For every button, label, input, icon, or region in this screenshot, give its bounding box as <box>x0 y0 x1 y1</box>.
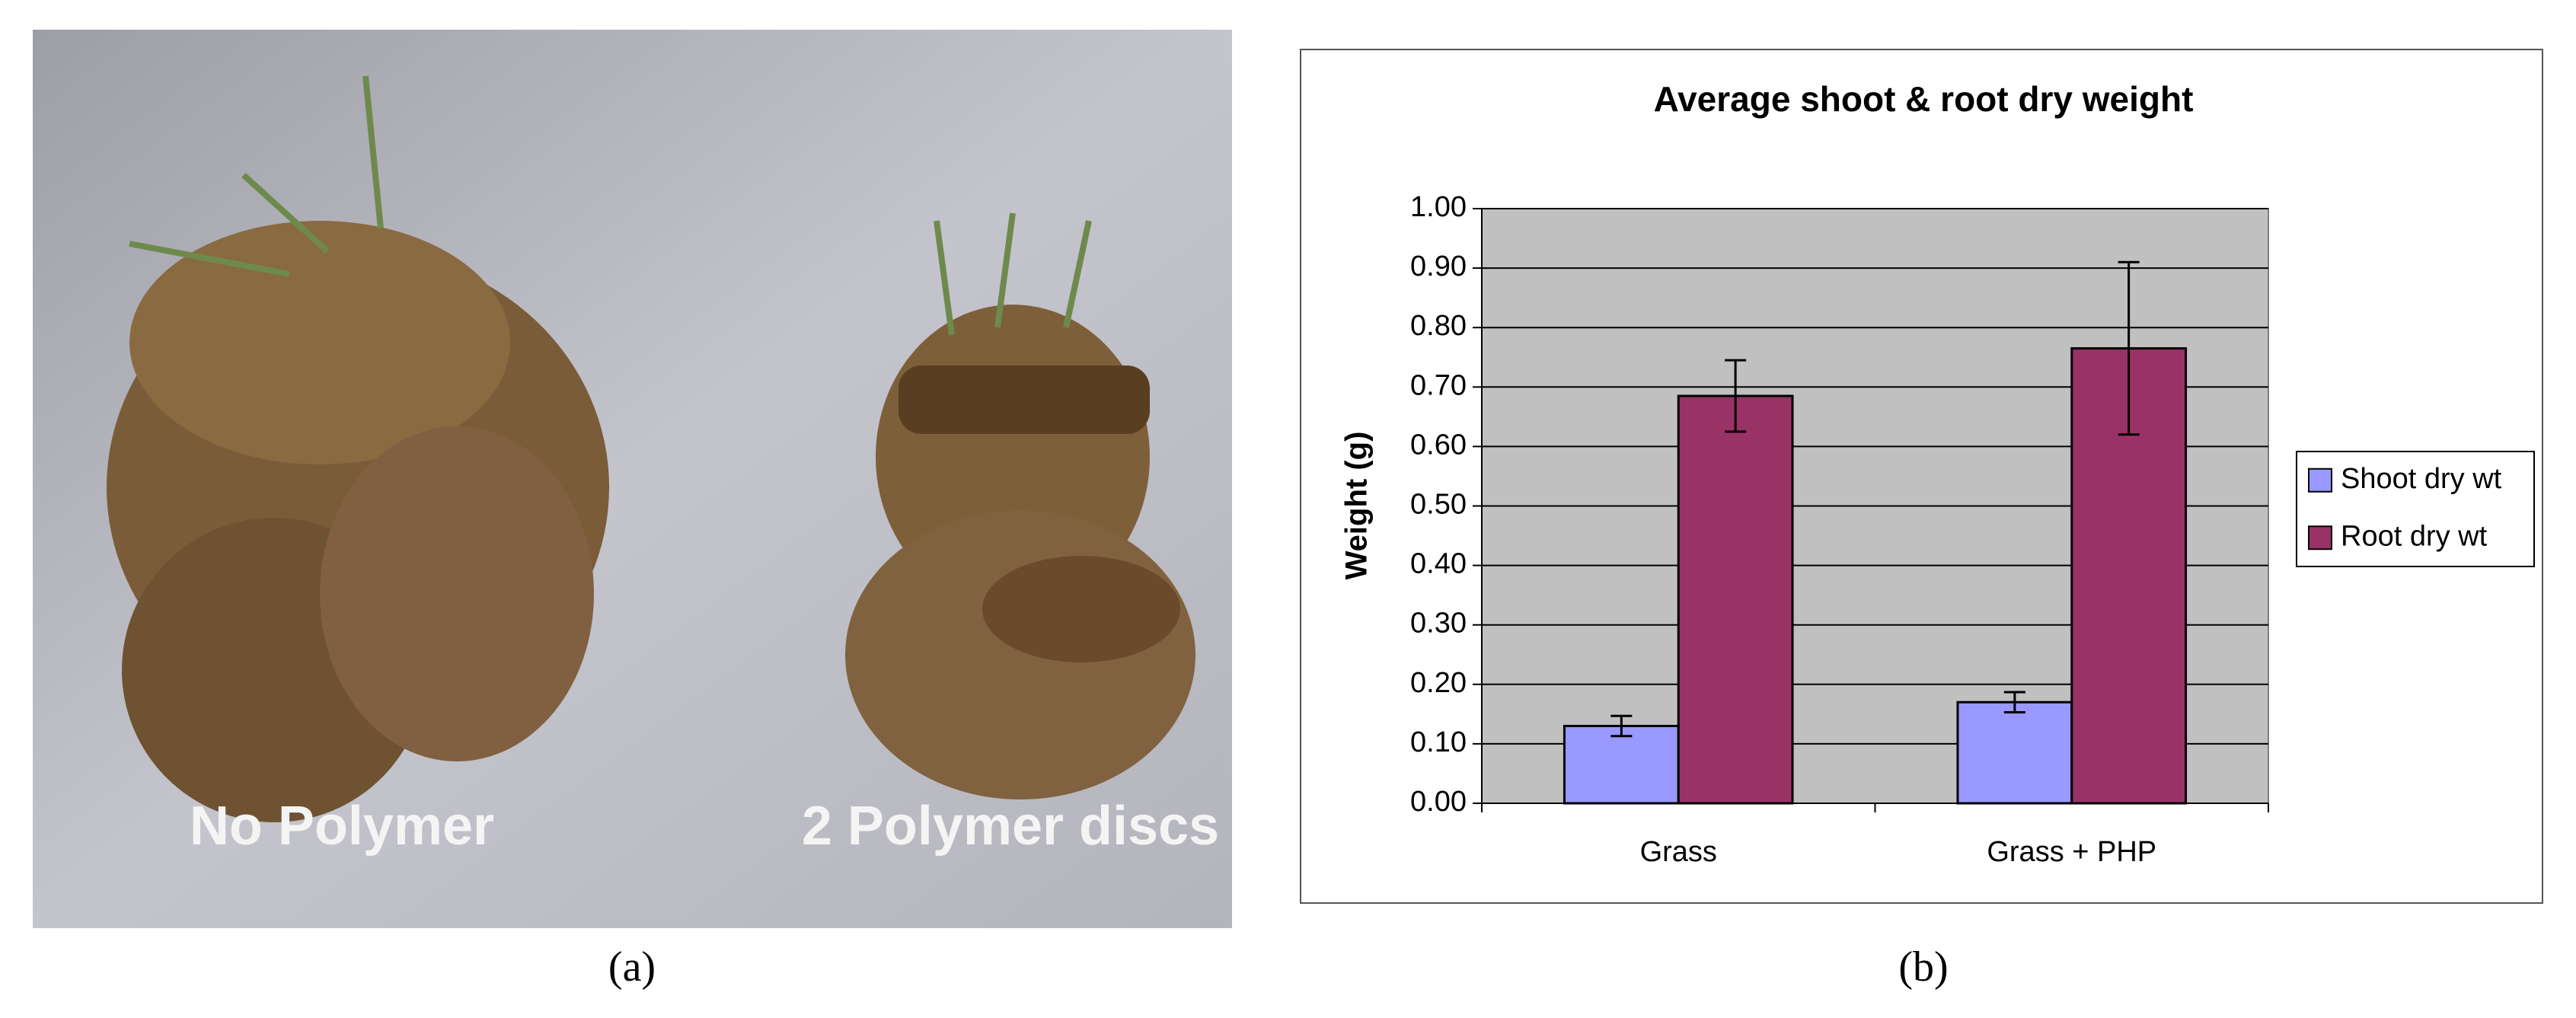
legend-label: Root dry wt <box>2341 520 2488 552</box>
y-axis-label: Weight (g) <box>1340 432 1374 580</box>
y-tick-label: 0.00 <box>1410 786 1467 818</box>
panel-label: (a) <box>608 943 656 991</box>
bar <box>1677 394 1794 805</box>
y-tick-label: 0.80 <box>1410 310 1467 342</box>
y-tick-label: 0.30 <box>1410 608 1467 640</box>
x-tick-label: Grass <box>1640 836 1717 868</box>
y-tick-label: 0.90 <box>1410 251 1467 282</box>
y-tick-label: 0.50 <box>1410 489 1467 521</box>
photo-annotation: No Polymer <box>190 796 494 857</box>
bar <box>1956 700 2073 805</box>
bar <box>1563 724 1680 805</box>
y-tick-label: 0.40 <box>1410 548 1467 580</box>
photo-annotation: 2 Polymer discs <box>802 796 1219 857</box>
y-tick-label: 1.00 <box>1410 191 1467 223</box>
legend-box <box>2296 451 2535 567</box>
chart-title: Average shoot & root dry weight <box>1654 79 2194 119</box>
error-bar <box>2118 260 2140 436</box>
legend-label: Shoot dry wt <box>2341 463 2502 495</box>
legend-swatch <box>2308 468 2332 493</box>
y-tick-label: 0.10 <box>1410 726 1467 758</box>
x-tick-label: Grass + PHP <box>1987 836 2156 868</box>
error-bar <box>1725 359 1747 433</box>
y-tick-label: 0.60 <box>1410 429 1467 461</box>
error-bar <box>1610 714 1633 738</box>
error-bar <box>2003 691 2025 714</box>
photo: No Polymer 2 Polymer discs <box>33 30 1232 928</box>
panel-label: (b) <box>1898 943 1948 991</box>
y-tick-label: 0.20 <box>1410 667 1467 699</box>
y-tick-label: 0.70 <box>1410 369 1467 401</box>
legend-swatch <box>2308 525 2332 550</box>
